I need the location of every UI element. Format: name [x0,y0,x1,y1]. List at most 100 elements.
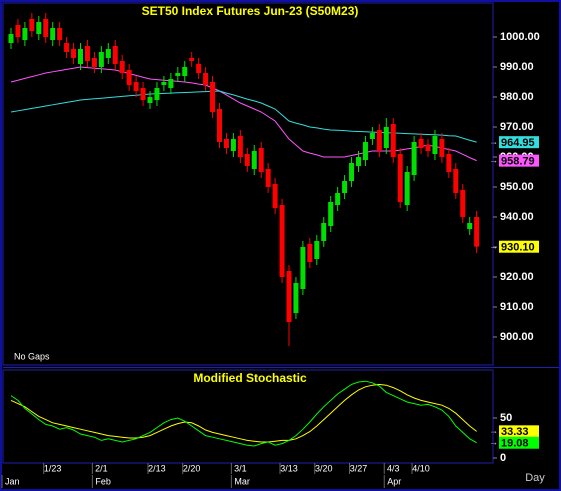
candle-body [418,139,424,149]
candle-body [196,64,202,74]
x-tick-label: 3/20 [315,463,333,473]
candle-body [244,154,250,167]
line [10,383,477,443]
candle-body [168,79,174,89]
candle-body [29,19,35,32]
candle-body [362,142,368,161]
candle-body [64,43,70,53]
candle-body [439,139,445,158]
y-tick-label: 950.00 [500,181,534,193]
candle-body [8,34,14,44]
y-tick-label: 970.00 [500,121,534,133]
candle-body [84,46,90,62]
candle-body [230,139,236,152]
candle-body [154,88,160,101]
candle-body [251,151,257,170]
candle-body [307,244,313,263]
candle-body [175,73,181,77]
candle-body [98,52,104,68]
candle-body [286,271,292,323]
candle-body [404,172,410,206]
month-label: Apr [387,476,401,486]
x-tick-label: 2/13 [148,463,166,473]
candle-body [91,58,97,68]
month-label: Feb [95,476,111,486]
x-tick-label: 3/1 [234,463,247,473]
candle-body [126,70,132,86]
candle-body [300,247,306,290]
last-value-box [499,240,539,253]
candle-body [140,88,146,101]
candle-body [474,217,480,247]
x-tick-label: 4/10 [412,463,430,473]
candle-body [147,97,153,104]
last-value-label: 930.10 [501,242,535,254]
candle-body [189,58,195,62]
line [10,380,477,447]
y-tick-label: 50 [500,412,512,424]
candle-body [446,154,452,173]
x-tick-label: 4/3 [387,463,400,473]
candle-body [390,124,396,158]
line [10,90,477,143]
chart-title: SET50 Index Futures Jun-23 (S50M23) [142,4,359,18]
candle-body [50,28,56,41]
candle-body [279,205,285,278]
y-tick-label: 920.00 [500,271,534,283]
candle-body [203,73,209,86]
candle-body [425,145,431,152]
last-arrow: → [489,155,498,165]
candle-body [15,25,21,38]
candle-body [314,241,320,260]
candle-body [161,82,167,86]
month-label: Jan [5,476,20,486]
x-tick-label: 2/1 [95,463,108,473]
candle-body [43,19,49,38]
candle-body [217,109,222,143]
candle-body [78,49,83,65]
candle-body [223,139,229,149]
candle-body [467,223,473,230]
candle-body [36,22,42,35]
last-value-label: 958.79 [501,156,535,168]
candle-body [460,190,466,218]
candle-body [112,46,118,65]
month-label: Mar [234,476,250,486]
y-tick-label: 900.00 [500,331,534,343]
candle-body [57,28,63,41]
candle-body [272,184,278,209]
candle-body [237,136,243,158]
y-tick-label: 990.00 [500,61,534,73]
last-value-label: 19.08 [501,438,529,450]
x-tick-label: 3/13 [280,463,298,473]
candle-body [376,130,382,152]
candle-body [453,169,459,194]
last-arrow: → [489,137,498,147]
x-tick-label: 3/27 [350,463,368,473]
candle-body [321,223,327,242]
candle-body [293,283,299,314]
x-tick-label: 1/23 [44,463,62,473]
price-panel [2,2,494,366]
candle-body [411,142,417,176]
candle-body [356,157,361,167]
candle-body [210,82,216,113]
line [10,66,477,162]
candle-body [133,82,139,92]
x-axis-label: Day [525,472,545,484]
last-arrow: → [489,426,498,436]
candle-body [397,154,403,203]
candle-body [432,136,438,155]
candle-body [105,49,111,59]
candle-body [182,67,188,77]
stoch-panel [2,369,494,464]
last-value-label: 964.95 [501,137,535,149]
y-tick-label: 910.00 [500,301,534,313]
stoch-title: Modified Stochastic [193,371,307,385]
note: No Gaps [14,351,50,361]
last-value-label: 33.33 [501,426,529,438]
y-tick-label: 0 [500,452,506,464]
last-value-box [499,436,539,449]
candle-body [265,169,271,188]
